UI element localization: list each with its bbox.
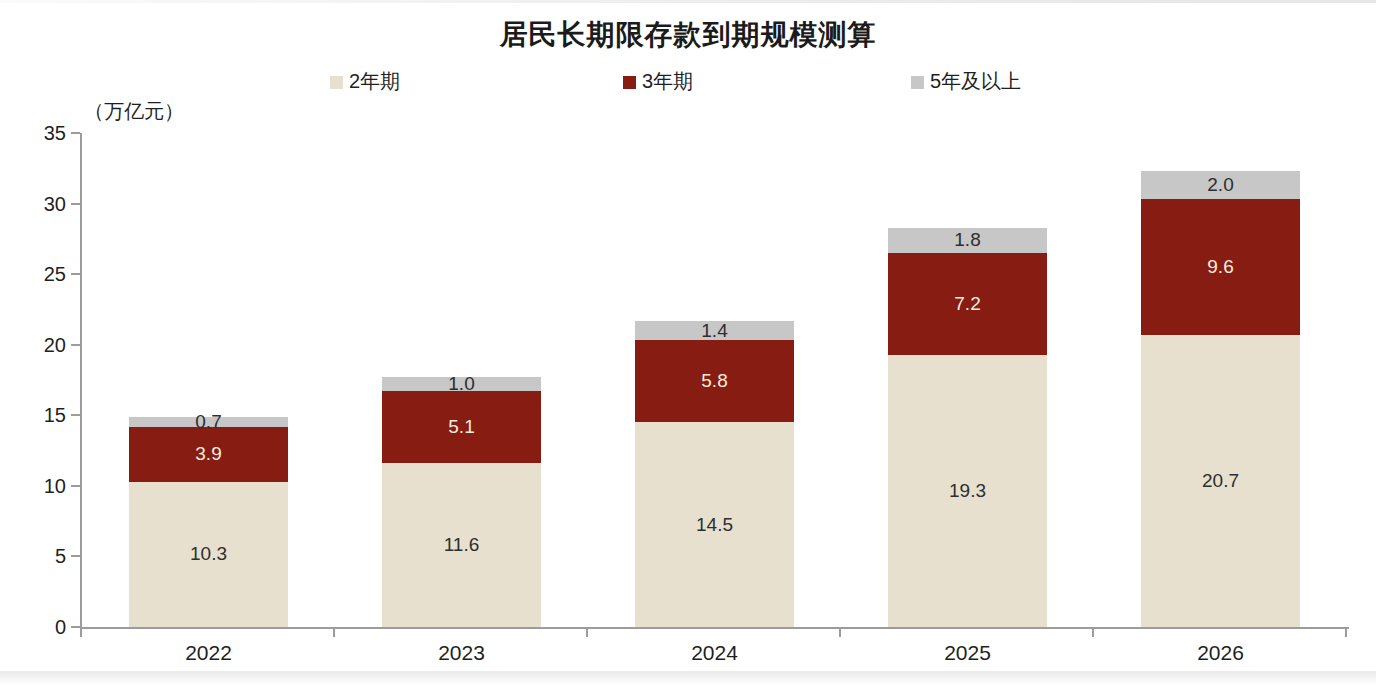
y-axis-tick-label: 35 — [14, 120, 66, 146]
bar-value-label: 10.3 — [129, 541, 288, 567]
y-tick-mark — [71, 555, 80, 557]
y-axis-tick-label: 5 — [14, 543, 66, 569]
y-tick-mark — [71, 626, 80, 628]
bar-value-label: 20.7 — [1141, 468, 1300, 494]
bar-value-label: 5.8 — [635, 368, 794, 394]
x-axis-label: 2023 — [335, 640, 588, 666]
y-axis-tick-label: 20 — [14, 332, 66, 358]
x-tick-mark — [1345, 629, 1347, 637]
y-axis-tick-label: 25 — [14, 261, 66, 287]
y-tick-mark — [71, 203, 80, 205]
y-tick-mark — [71, 344, 80, 346]
y-tick-mark — [71, 485, 80, 487]
x-tick-mark — [839, 629, 841, 637]
x-tick-mark — [586, 629, 588, 637]
x-axis-label: 2024 — [588, 640, 841, 666]
bar-value-label: 9.6 — [1141, 254, 1300, 280]
page-bottom-edge — [0, 671, 1376, 684]
y-axis-tick-label: 15 — [14, 402, 66, 428]
bar-value-label: 0.7 — [129, 409, 288, 435]
y-tick-mark — [71, 132, 80, 134]
bar-value-label: 1.0 — [382, 371, 541, 397]
bar-value-label: 7.2 — [888, 291, 1047, 317]
x-axis-label: 2025 — [841, 640, 1094, 666]
x-axis-line — [80, 627, 1349, 629]
bar-value-label: 1.4 — [635, 318, 794, 344]
bar-value-label: 19.3 — [888, 478, 1047, 504]
y-axis-tick-label: 30 — [14, 191, 66, 217]
x-tick-mark — [1092, 629, 1094, 637]
y-axis-tick-label: 0 — [14, 614, 66, 640]
bar-value-label: 11.6 — [382, 532, 541, 558]
y-axis-line — [80, 133, 82, 629]
x-tick-mark — [333, 629, 335, 637]
y-axis-tick-label: 10 — [14, 473, 66, 499]
bar-value-label: 3.9 — [129, 441, 288, 467]
bar-value-label: 1.8 — [888, 227, 1047, 253]
bar-value-label: 14.5 — [635, 512, 794, 538]
plot-area: 0510152025303510.33.90.7202211.65.11.020… — [0, 0, 1376, 690]
bar-value-label: 5.1 — [382, 414, 541, 440]
y-tick-mark — [71, 414, 80, 416]
bar-value-label: 2.0 — [1141, 172, 1300, 198]
x-tick-mark — [80, 629, 82, 637]
x-axis-label: 2022 — [82, 640, 335, 666]
y-tick-mark — [71, 273, 80, 275]
chart-page: 居民长期限存款到期规模测算 2年期3年期5年及以上 （万亿元） 05101520… — [0, 0, 1376, 690]
x-axis-label: 2026 — [1094, 640, 1347, 666]
